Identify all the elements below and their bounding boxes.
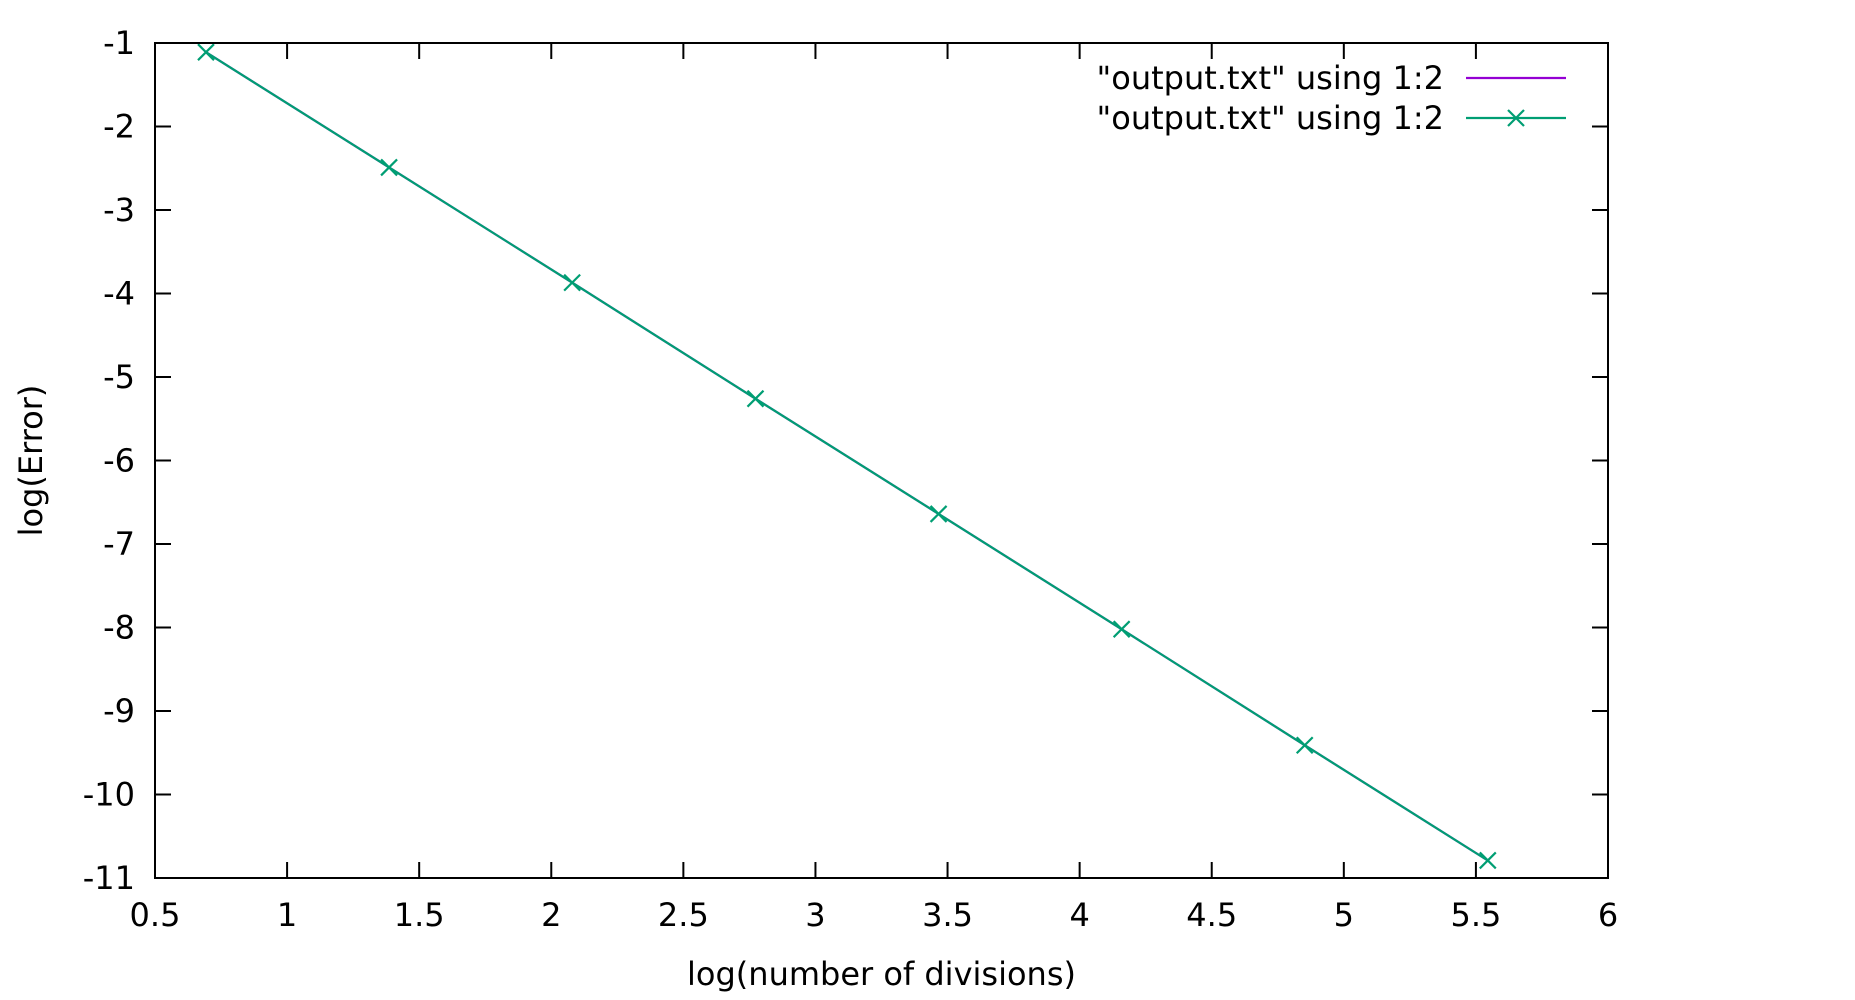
series-2-point — [563, 273, 581, 292]
point-stroke-b — [197, 43, 215, 61]
legend-swatch-marker-b — [1507, 109, 1525, 127]
y-tick-label: -6 — [103, 442, 135, 480]
x-tick-label: 2.5 — [658, 896, 709, 934]
series-2-point — [1479, 851, 1497, 870]
x-tick-label: 1 — [277, 896, 297, 934]
y-tick-label: -3 — [103, 191, 135, 229]
legend-label: "output.txt" using 1:2 — [1097, 59, 1444, 97]
x-tick-label: 0.5 — [130, 896, 181, 934]
axes-layer: 0.5 1 1.5 2 2.5 3 3.5 4 4.5 5 5.5 6 -1 -2 -3 -4 -5 -6 -7 -8… — [83, 24, 1618, 934]
x-tick-label: 5.5 — [1450, 896, 1501, 934]
x-tick-label: 1.5 — [394, 896, 445, 934]
x-tick-label: 3 — [805, 896, 825, 934]
point-stroke-b — [746, 389, 765, 408]
legend-layer: "output.txt" using 1:2"output.txt" using… — [1097, 59, 1566, 137]
point-stroke-b — [1112, 620, 1131, 638]
y-tick-label: -2 — [103, 108, 135, 146]
series-layer — [197, 43, 1497, 870]
x-tick-label: 5 — [1334, 896, 1354, 934]
point-stroke-b — [563, 273, 581, 292]
point-stroke-b — [1479, 851, 1497, 870]
series-2-line — [205, 51, 1489, 862]
y-tick-label: -1 — [103, 24, 135, 62]
x-tick-label: 2 — [541, 896, 561, 934]
legend-label: "output.txt" using 1:2 — [1097, 99, 1444, 137]
series-2-point — [929, 505, 948, 523]
x-tick-label: 3.5 — [922, 896, 973, 934]
y-tick-label: -9 — [103, 692, 135, 730]
point-stroke-b — [929, 505, 948, 523]
series-2-point — [380, 158, 398, 177]
y-tick-label: -11 — [83, 859, 135, 897]
series-2-point — [746, 389, 765, 408]
x-axis-label: log(number of divisions) — [687, 955, 1076, 993]
y-tick-label: -8 — [103, 609, 135, 647]
point-stroke-b — [1295, 736, 1314, 755]
y-axis-label: log(Error) — [12, 385, 50, 537]
series-2-point — [1295, 736, 1314, 755]
y-tick-label: -10 — [83, 776, 135, 814]
y-tick-label: -7 — [103, 525, 135, 563]
x-tick-label: 4 — [1069, 896, 1089, 934]
point-stroke-b — [380, 158, 398, 177]
series-2-point — [1112, 620, 1131, 638]
x-tick-label: 6 — [1598, 896, 1618, 934]
y-tick-label: -5 — [103, 358, 135, 396]
series-2-point — [197, 43, 215, 61]
y-tick-label: -4 — [103, 275, 135, 313]
x-tick-label: 4.5 — [1186, 896, 1237, 934]
